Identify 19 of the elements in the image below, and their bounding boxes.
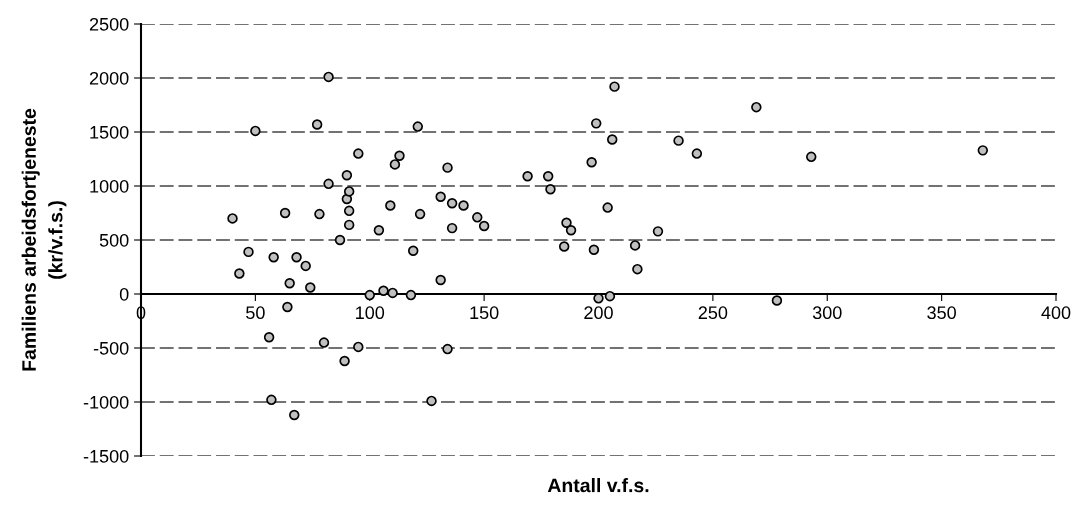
- x-tick-label: 200: [584, 306, 613, 320]
- y-tick-label: -500: [93, 341, 129, 355]
- x-tick-label: 300: [812, 306, 842, 320]
- y-tick-label: 1500: [90, 125, 129, 139]
- y-tick-label: 1000: [90, 179, 129, 193]
- x-tick-label: 250: [698, 306, 728, 320]
- y-tick-label: -1500: [83, 449, 129, 463]
- y-tick-label: 2500: [89, 17, 129, 31]
- y-tick-label: 500: [99, 233, 129, 247]
- y-tick-label: 0: [119, 287, 129, 301]
- x-tick-label: 150: [470, 306, 499, 320]
- x-tick-label: 50: [246, 306, 265, 320]
- x-tick-label: 100: [356, 306, 385, 320]
- x-tick-label: 400: [1041, 306, 1071, 320]
- y-axis-title: Familiens arbeidsfortjeneste (kr/v.f.s.): [21, 108, 67, 371]
- y-tick-label: 2000: [89, 71, 129, 85]
- y-tick-label: -1000: [83, 395, 129, 409]
- x-axis-title: Antall v.f.s.: [547, 478, 649, 493]
- x-tick-label: 350: [927, 306, 956, 320]
